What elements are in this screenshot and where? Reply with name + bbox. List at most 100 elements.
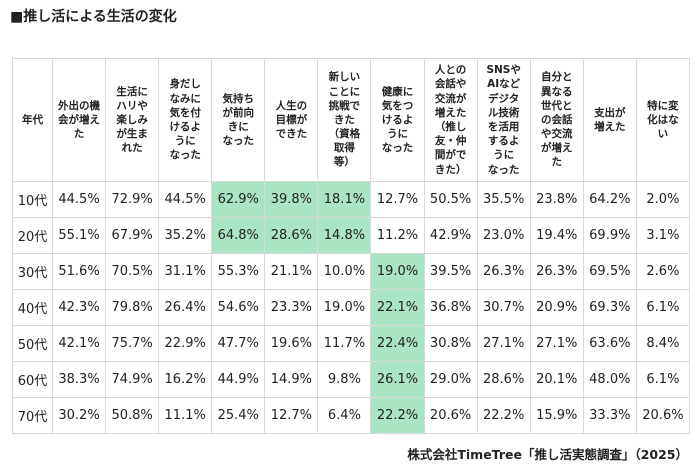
value-cell: 23.8%	[529, 181, 584, 218]
value-cell: 19.0%	[370, 253, 425, 290]
value-cell: 27.1%	[529, 325, 584, 362]
table-row: 30代 51.6% 70.5% 31.1% 55.3% 21.1% 10.0% 19.0% 39…	[12, 253, 691, 290]
value-cell: 72.9%	[105, 181, 160, 218]
value-cell: 26.1%	[370, 361, 425, 398]
value-cell: 70.5%	[105, 253, 160, 290]
value-cell: 26.3%	[476, 253, 531, 290]
header-cell: 外出の機 会が増え た	[51, 58, 107, 182]
table-body: 10代 44.5% 72.9% 44.5% 62.9% 39.8% 18.1% 12.7% 50…	[12, 181, 691, 434]
value-cell: 62.9%	[211, 181, 266, 218]
value-cell: 42.9%	[423, 217, 478, 254]
value-cell: 6.1%	[635, 289, 691, 326]
header-cell: 自分と 異なる 世代と の会話 や交流 が増え た	[529, 58, 584, 182]
value-cell: 39.5%	[423, 253, 478, 290]
value-cell: 18.1%	[317, 181, 372, 218]
value-cell: 12.7%	[370, 181, 425, 218]
value-cell: 14.9%	[264, 361, 319, 398]
header-cell: 人生の 目標が できた	[264, 58, 319, 182]
value-cell: 6.1%	[635, 361, 691, 398]
value-cell: 50.8%	[105, 397, 160, 434]
table-row: 20代 55.1% 67.9% 35.2% 64.8% 28.6% 14.8% 11.2% 42…	[12, 217, 691, 254]
table-row: 70代 30.2% 50.8% 11.1% 25.4% 12.7% 6.4% 22.2% 20.…	[12, 397, 691, 434]
header-cell: 特に変 化はな い	[635, 58, 691, 182]
table-row: 40代 42.3% 79.8% 26.4% 54.6% 23.3% 19.0% 22.1% 36…	[12, 289, 691, 326]
value-cell: 16.2%	[158, 361, 213, 398]
value-cell: 11.7%	[317, 325, 372, 362]
header-cell: 支出が 増えた	[582, 58, 637, 182]
header-cell: 健康に 気をつ けるよ うに なった	[370, 58, 425, 182]
value-cell: 23.3%	[264, 289, 319, 326]
row-label: 20代	[12, 217, 53, 254]
value-cell: 23.0%	[476, 217, 531, 254]
data-table: 年代 外出の機 会が増え た生活に ハリや 楽しみ が生ま れた 身だし なみに 気…	[12, 58, 691, 434]
value-cell: 20.9%	[529, 289, 584, 326]
value-cell: 35.2%	[158, 217, 213, 254]
value-cell: 28.6%	[264, 217, 319, 254]
value-cell: 19.0%	[317, 289, 372, 326]
header-cell: 気持ち が前向 きに なった	[211, 58, 266, 182]
value-cell: 44.9%	[211, 361, 266, 398]
value-cell: 31.1%	[158, 253, 213, 290]
value-cell: 38.3%	[51, 361, 107, 398]
value-cell: 14.8%	[317, 217, 372, 254]
value-cell: 2.0%	[635, 181, 691, 218]
value-cell: 22.1%	[370, 289, 425, 326]
value-cell: 30.8%	[423, 325, 478, 362]
value-cell: 26.4%	[158, 289, 213, 326]
value-cell: 48.0%	[582, 361, 637, 398]
header-cell: 年代	[12, 58, 53, 182]
value-cell: 12.7%	[264, 397, 319, 434]
value-cell: 50.5%	[423, 181, 478, 218]
value-cell: 69.9%	[582, 217, 637, 254]
value-cell: 22.2%	[476, 397, 531, 434]
value-cell: 55.1%	[51, 217, 107, 254]
value-cell: 63.6%	[582, 325, 637, 362]
value-cell: 47.7%	[211, 325, 266, 362]
value-cell: 11.2%	[370, 217, 425, 254]
value-cell: 30.7%	[476, 289, 531, 326]
table-row: 60代 38.3% 74.9% 16.2% 44.9% 14.9% 9.8% 26.1% 29.…	[12, 361, 691, 398]
value-cell: 27.1%	[476, 325, 531, 362]
value-cell: 64.2%	[582, 181, 637, 218]
value-cell: 69.3%	[582, 289, 637, 326]
value-cell: 44.5%	[51, 181, 107, 218]
value-cell: 21.1%	[264, 253, 319, 290]
value-cell: 22.9%	[158, 325, 213, 362]
source: 株式会社TimeTree「推し活実態調査」（2025）	[407, 447, 688, 462]
header-row: 年代 外出の機 会が増え た生活に ハリや 楽しみ が生ま れた 身だし なみに 気…	[12, 58, 691, 182]
header-cell: SNSや AIなど デジタ ル技術 を活用 するよ うに なった	[476, 58, 531, 182]
value-cell: 29.0%	[423, 361, 478, 398]
value-cell: 15.9%	[529, 397, 584, 434]
value-cell: 19.6%	[264, 325, 319, 362]
value-cell: 9.8%	[317, 361, 372, 398]
value-cell: 22.2%	[370, 397, 425, 434]
title: ■推し活による生活の変化	[10, 9, 177, 25]
value-cell: 36.8%	[423, 289, 478, 326]
header-cell: 身だし なみに 気を付 けるよ うに なった	[158, 58, 213, 182]
value-cell: 19.4%	[529, 217, 584, 254]
value-cell: 55.3%	[211, 253, 266, 290]
table-row: 50代 42.1% 75.7% 22.9% 47.7% 19.6% 11.7% 22.4% 30…	[12, 325, 691, 362]
value-cell: 42.1%	[51, 325, 107, 362]
header-cell: 生活に ハリや 楽しみ が生ま れた	[105, 58, 160, 182]
row-label: 60代	[12, 361, 53, 398]
value-cell: 22.4%	[370, 325, 425, 362]
value-cell: 42.3%	[51, 289, 107, 326]
value-cell: 20.6%	[423, 397, 478, 434]
value-cell: 26.3%	[529, 253, 584, 290]
row-label: 70代	[12, 397, 53, 434]
value-cell: 67.9%	[105, 217, 160, 254]
value-cell: 2.6%	[635, 253, 691, 290]
value-cell: 6.4%	[317, 397, 372, 434]
value-cell: 20.6%	[635, 397, 691, 434]
value-cell: 79.8%	[105, 289, 160, 326]
value-cell: 51.6%	[51, 253, 107, 290]
value-cell: 10.0%	[317, 253, 372, 290]
value-cell: 28.6%	[476, 361, 531, 398]
value-cell: 25.4%	[211, 397, 266, 434]
value-cell: 74.9%	[105, 361, 160, 398]
header-cell: 人との 会話や 交流が 増えた （推し 友・仲 間がで きた）	[423, 58, 478, 182]
header-cell: 新しい ことに 挑戦で きた （資格 取得 等）	[317, 58, 372, 182]
value-cell: 33.3%	[582, 397, 637, 434]
